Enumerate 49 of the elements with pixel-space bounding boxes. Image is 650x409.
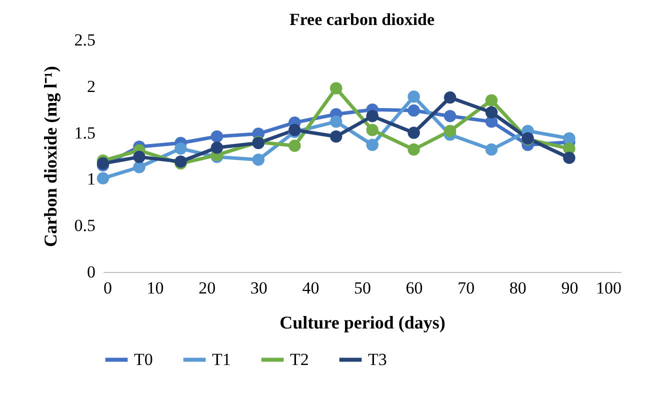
point xyxy=(174,142,187,155)
point xyxy=(408,143,420,156)
y-tick-label: 1 xyxy=(87,170,96,189)
point xyxy=(366,124,378,136)
x-tick-label: 40 xyxy=(302,278,320,298)
x-tick-label: 30 xyxy=(250,278,268,298)
x-tick-label: 20 xyxy=(198,278,216,298)
point xyxy=(408,90,420,103)
x-tick-label: 70 xyxy=(458,278,475,298)
x-tick-label: 60 xyxy=(406,278,423,298)
point xyxy=(133,150,146,164)
point xyxy=(366,138,378,151)
point xyxy=(444,110,456,122)
legend-label: T2 xyxy=(290,350,309,369)
x-tick-label: 10 xyxy=(146,278,164,298)
y-tick-label: 2.5 xyxy=(74,30,96,50)
point xyxy=(485,94,498,106)
point xyxy=(288,140,301,152)
point xyxy=(210,142,224,154)
point xyxy=(330,116,342,128)
point xyxy=(444,124,456,138)
point xyxy=(485,143,498,156)
point xyxy=(366,110,378,122)
x-tick-label: 0 xyxy=(104,278,112,298)
point xyxy=(408,104,420,117)
y-tick-label: 0.5 xyxy=(74,216,96,236)
legend-label: T1 xyxy=(212,350,231,369)
point xyxy=(252,154,265,166)
y-tick-label: 0 xyxy=(87,262,96,282)
point xyxy=(563,152,576,164)
legend-label: T3 xyxy=(368,350,387,369)
point xyxy=(444,91,456,104)
point xyxy=(330,130,342,143)
x-tick-label: 90 xyxy=(561,278,578,298)
x-tick-label: 100 xyxy=(596,278,622,298)
x-tick-label: 80 xyxy=(509,278,526,298)
chart-title: Free carbon dioxide xyxy=(289,10,436,29)
legend-label: T0 xyxy=(134,350,153,369)
point xyxy=(133,161,146,174)
point xyxy=(330,82,342,94)
x-tick-label: 50 xyxy=(354,278,371,298)
x-axis-title: Culture period (days) xyxy=(280,312,446,332)
point xyxy=(408,126,420,139)
point xyxy=(485,106,498,118)
point xyxy=(210,130,224,143)
y-tick-label: 2 xyxy=(87,76,96,96)
point xyxy=(96,172,110,184)
y-axis-title: Carbon dioxide (mg l⁻¹) xyxy=(40,66,60,247)
y-tick-label: 1.5 xyxy=(74,123,96,142)
